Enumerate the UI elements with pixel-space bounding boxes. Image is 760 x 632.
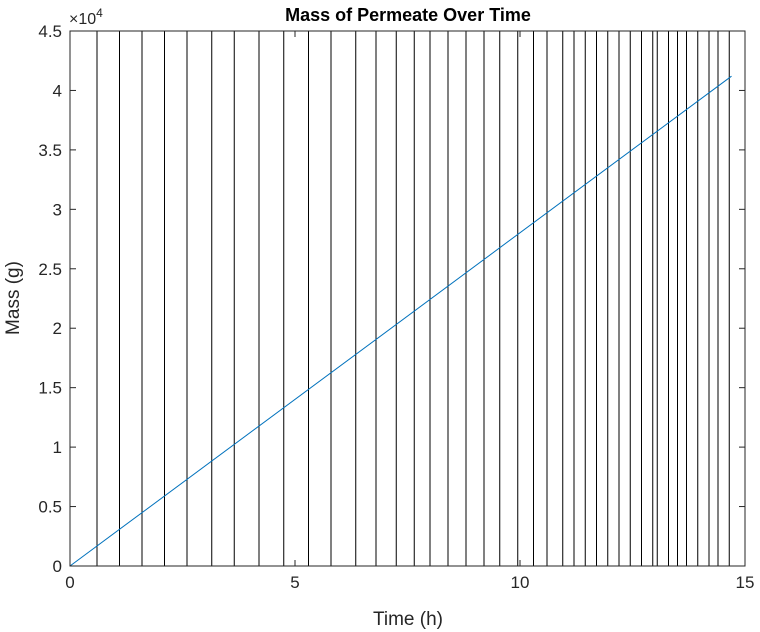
y-tick-label-2: 1 (53, 438, 62, 457)
y-exponent-multiplier: × (69, 11, 78, 28)
y-tick-label-4: 2 (53, 319, 62, 338)
y-tick-label-8: 4 (53, 81, 62, 100)
x-tick-label-2: 10 (511, 573, 530, 592)
series-line-0 (69, 75, 732, 567)
y-ticks-group: 0 0.5 1 1.5 2 2.5 3 3.5 4 4.5 (38, 22, 745, 576)
y-exponent-label: ×104 (69, 6, 103, 28)
y-tick-label-6: 3 (53, 200, 62, 219)
x-tick-label-0: 0 (65, 573, 74, 592)
y-exponent-base: 10 (78, 11, 96, 28)
y-tick-label-1: 0.5 (38, 498, 62, 517)
vertical-lines-group (96, 31, 730, 566)
y-tick-label-7: 3.5 (38, 141, 62, 160)
chart-title: Mass of Permeate Over Time (285, 5, 531, 25)
y-axis-label: Mass (g) (3, 261, 24, 335)
series-group (69, 75, 732, 567)
x-tick-label-1: 5 (290, 573, 299, 592)
plot-frame (69, 30, 746, 567)
x-ticks-group: 0 5 10 15 (65, 31, 754, 592)
y-tick-label-9: 4.5 (38, 22, 62, 41)
y-tick-label-0: 0 (53, 557, 62, 576)
x-axis-label: Time (h) (373, 609, 443, 630)
y-exponent-power: 4 (96, 6, 103, 20)
y-tick-label-5: 2.5 (38, 260, 62, 279)
x-tick-label-3: 15 (736, 573, 755, 592)
y-tick-label-3: 1.5 (38, 379, 62, 398)
